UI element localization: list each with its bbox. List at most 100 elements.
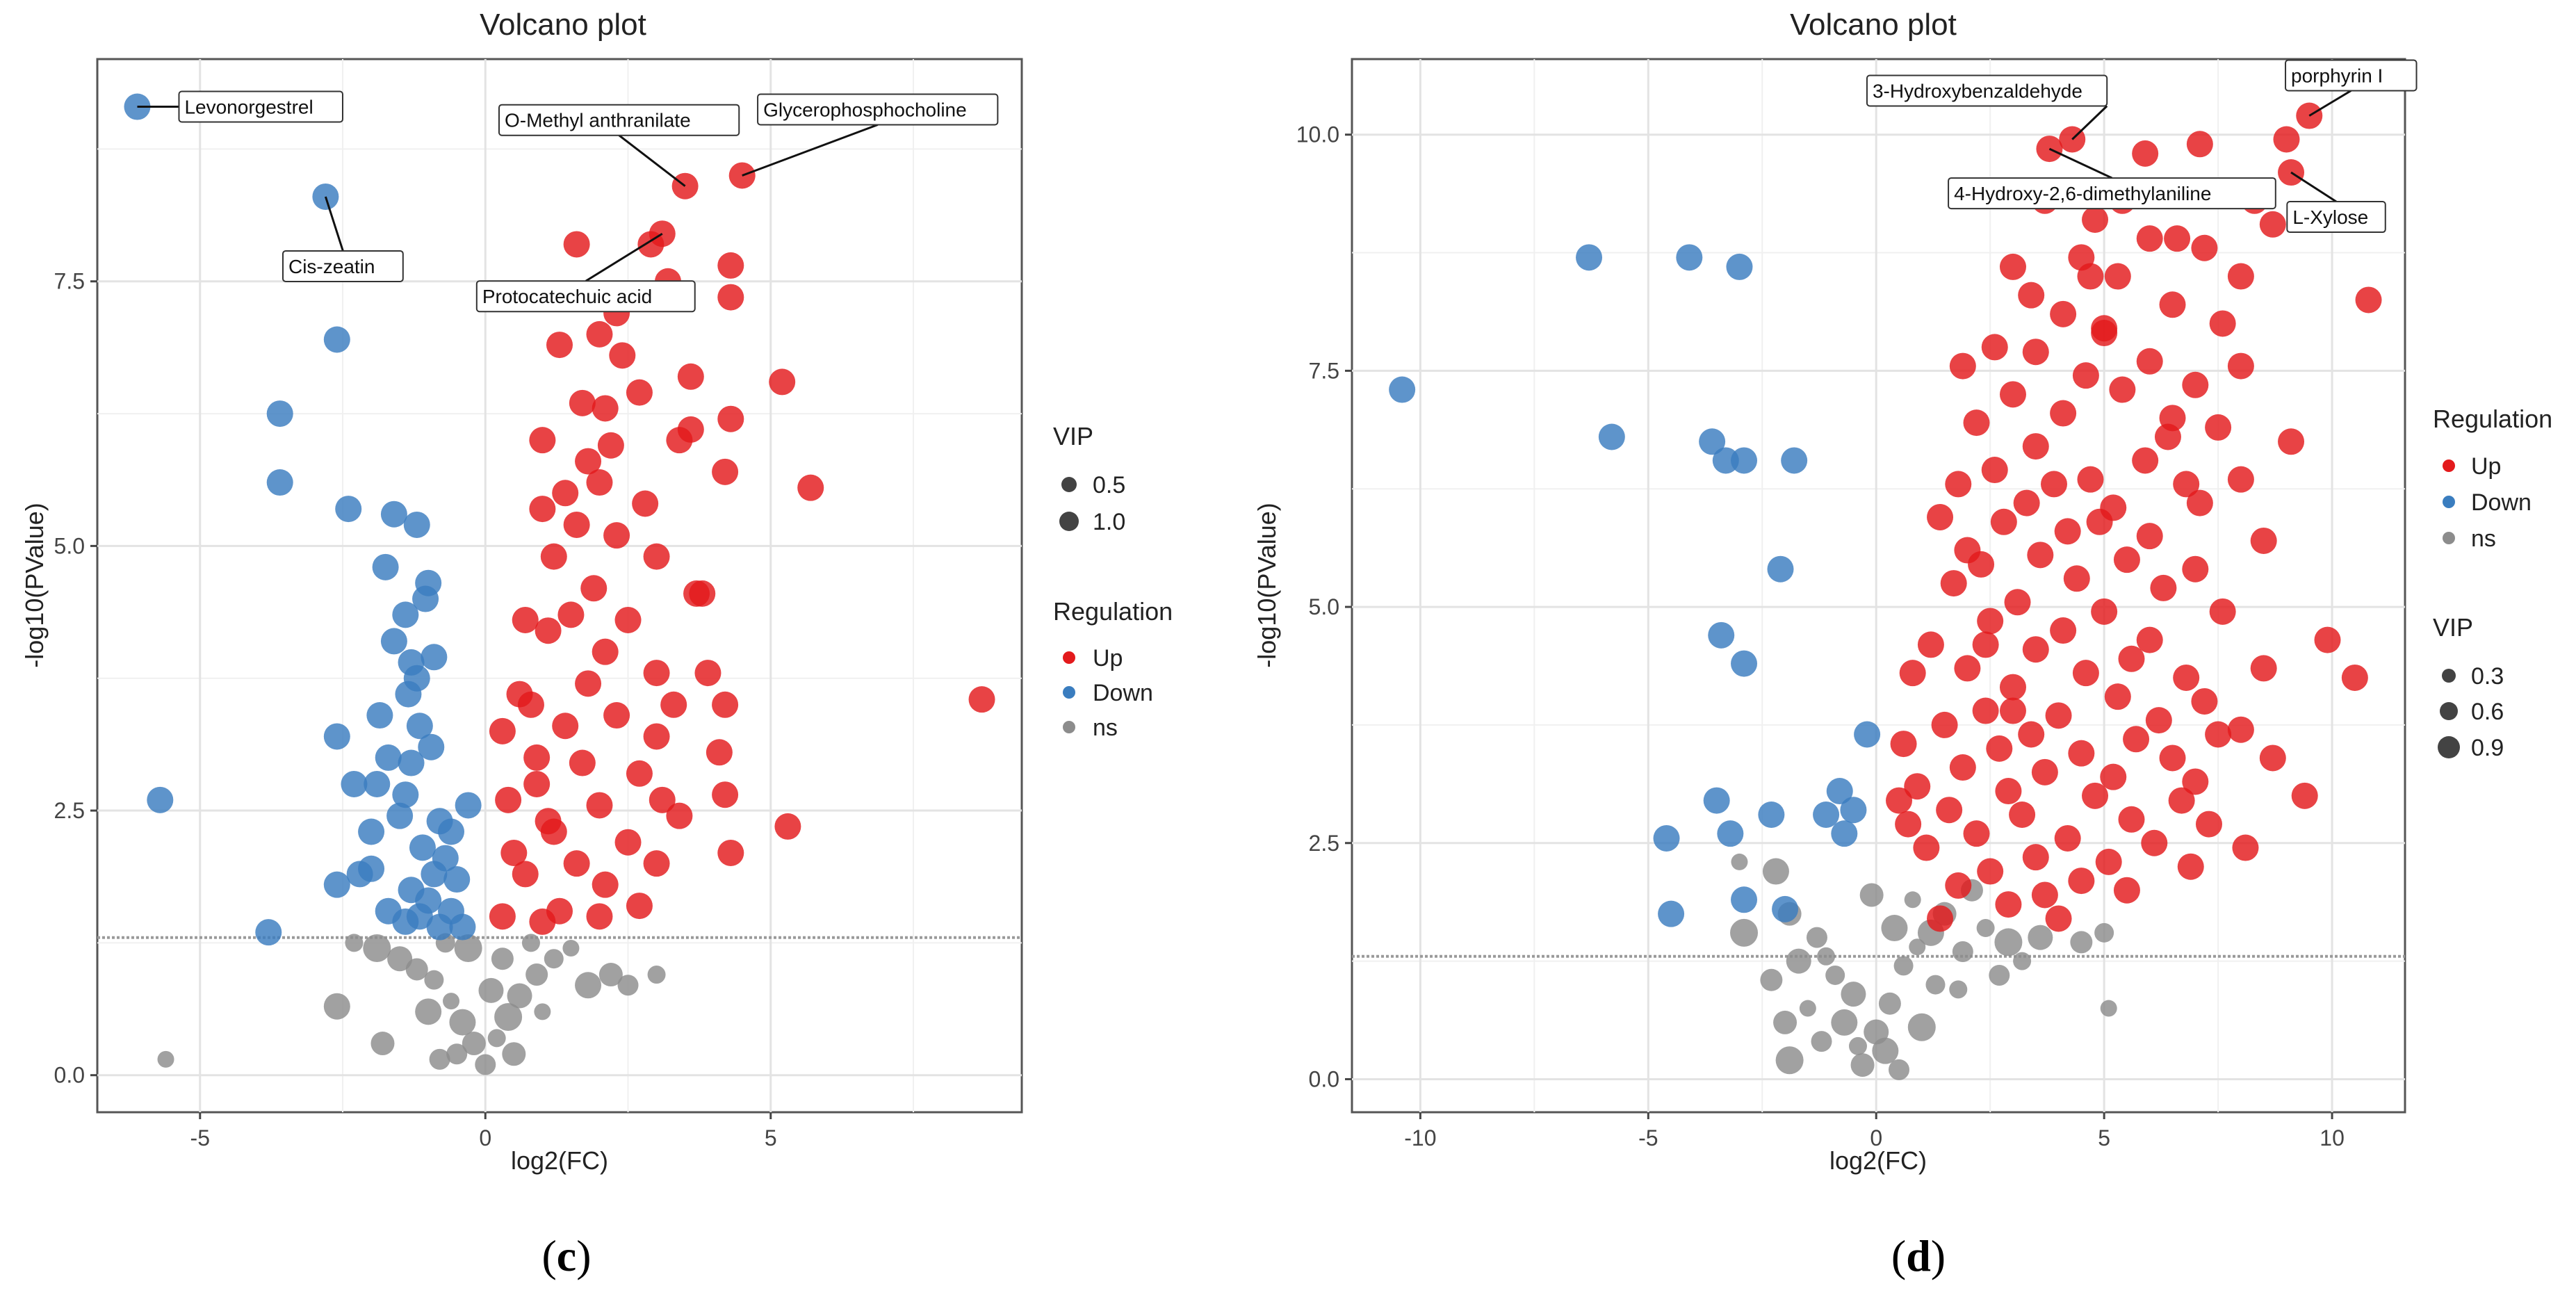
point-up <box>614 606 642 633</box>
point-up <box>2164 225 2191 252</box>
point-down <box>1726 253 1753 280</box>
point-up <box>2191 234 2218 261</box>
point-ns <box>2100 1000 2117 1017</box>
point-up <box>2150 574 2177 601</box>
point-up <box>2031 758 2058 786</box>
legend-regulation-title: Regulation <box>2433 405 2552 433</box>
y-axis-ticks: 0.0 2.5 5.0 7.5 <box>54 269 97 1088</box>
point-up <box>1999 381 2026 408</box>
point-up <box>512 606 539 633</box>
point-down <box>1576 244 1603 271</box>
x-tick-label: 0 <box>1870 1125 1882 1150</box>
point-down <box>358 818 385 845</box>
point-ns <box>1878 992 1901 1015</box>
point-up <box>2250 655 2277 682</box>
point-up <box>575 670 602 697</box>
point-up <box>1972 631 1999 658</box>
point-ns <box>1841 982 1866 1007</box>
point-up <box>1949 754 1976 781</box>
point-down <box>1758 801 1785 828</box>
point-down <box>1731 447 1758 474</box>
caption-letter: d <box>1906 1231 1931 1280</box>
point-up <box>2045 905 2072 932</box>
point-ns <box>575 972 602 999</box>
legend-vip-key-0 <box>1061 477 1077 492</box>
point-down <box>1826 778 1853 805</box>
x-axis-label: log2(FC) <box>1829 1146 1927 1175</box>
point-up <box>1945 872 1972 899</box>
point-ns <box>454 934 482 962</box>
annotation-box <box>475 280 696 313</box>
point-down <box>1658 900 1685 927</box>
point-up <box>649 786 676 813</box>
annotation-box <box>2286 201 2386 234</box>
point-up <box>1954 655 1981 682</box>
point-ns <box>363 934 391 962</box>
legend-vip-label-0: 0.3 <box>2471 663 2504 690</box>
point-ns <box>1952 941 1973 963</box>
point-up <box>1999 253 2026 280</box>
point-ns <box>1949 980 1968 999</box>
annotation-leader <box>2308 90 2352 117</box>
point-down <box>403 511 430 538</box>
point-up <box>2068 740 2095 767</box>
y-tick-label: 5.0 <box>1309 594 1339 619</box>
point-ns <box>1831 1009 1858 1036</box>
point-up <box>666 427 693 454</box>
y-tick-label: 10.0 <box>1296 122 1339 147</box>
point-up <box>2063 565 2090 592</box>
point-up <box>643 723 670 750</box>
point-down <box>1772 895 1799 922</box>
point-up <box>2018 721 2045 748</box>
point-up <box>2177 853 2204 880</box>
point-up <box>1949 352 1976 380</box>
point-ns <box>323 993 350 1020</box>
point-up <box>592 871 619 898</box>
point-ns <box>502 1042 526 1066</box>
point-ns <box>462 1032 486 1056</box>
point-up <box>2113 877 2140 904</box>
point-up <box>546 332 573 359</box>
point-down <box>358 855 385 882</box>
point-up <box>1917 631 1944 658</box>
point-up <box>2091 598 2118 625</box>
point-down <box>341 770 368 797</box>
annotations: 3-Hydroxybenzaldehyde porphyrin I 4-Hydrox… <box>1866 59 2418 234</box>
point-up <box>506 681 533 708</box>
point-ns <box>525 963 548 986</box>
point-up <box>2082 782 2109 809</box>
y-tick-label: 0.0 <box>54 1063 85 1088</box>
annotation-leader <box>2048 147 2113 179</box>
annotation-leader <box>2290 171 2337 203</box>
point-ns <box>2013 952 2032 970</box>
point-up <box>2291 782 2318 809</box>
point-up <box>2054 518 2081 545</box>
point-up <box>712 458 739 485</box>
data-points <box>1389 102 2382 1080</box>
point-up <box>2173 471 2200 498</box>
point-down <box>1831 820 1858 847</box>
caption-close-paren: ) <box>1930 1231 1946 1280</box>
point-down <box>412 585 439 612</box>
point-up <box>1936 797 1963 824</box>
point-up <box>535 617 562 644</box>
legend-down-label: Down <box>1093 680 1153 706</box>
point-ns <box>345 934 364 952</box>
point-ns <box>1848 1036 1867 1055</box>
point-up <box>1927 503 1954 530</box>
point-up <box>1963 409 1990 437</box>
point-ns <box>1811 1031 1832 1052</box>
point-up <box>523 770 551 797</box>
point-up <box>2109 376 2136 403</box>
point-ns <box>521 934 540 952</box>
point-up <box>489 717 516 744</box>
legend-up-key <box>2443 459 2455 472</box>
point-up <box>706 739 733 766</box>
point-down <box>1731 650 1758 677</box>
point-ns <box>1730 918 1759 947</box>
point-up <box>626 893 653 920</box>
point-down <box>1703 787 1730 814</box>
point-ns <box>487 1029 506 1048</box>
point-up <box>2205 414 2232 441</box>
point-up <box>2113 546 2140 573</box>
